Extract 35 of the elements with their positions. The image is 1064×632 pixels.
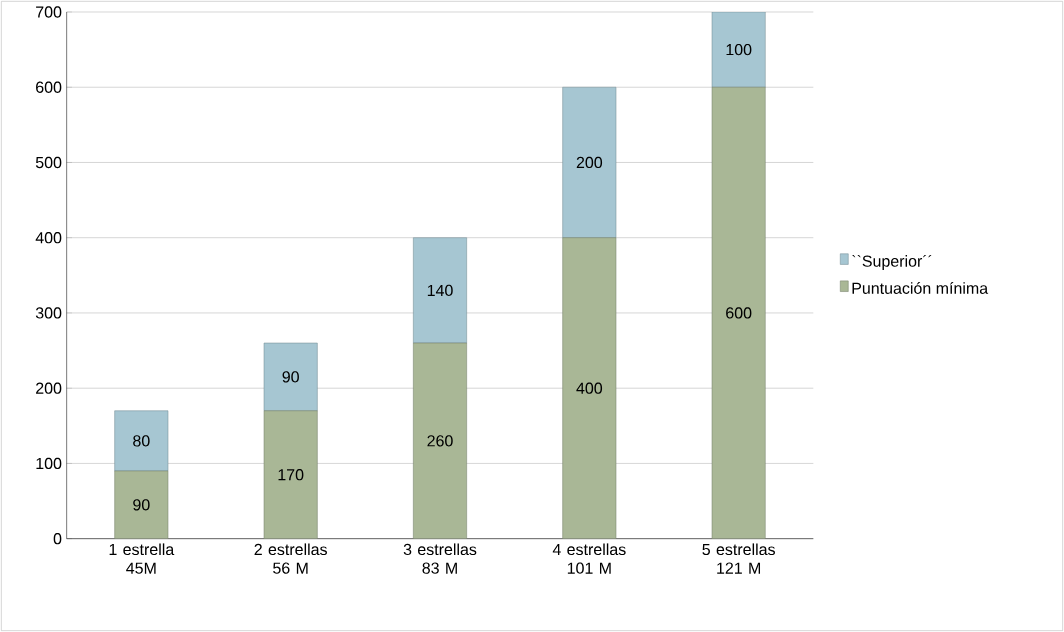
bar — [263, 342, 318, 412]
data-label: 80 — [133, 435, 150, 447]
bar — [562, 86, 617, 238]
data-label: 200 — [576, 156, 603, 169]
y-tick-label: 300 — [35, 307, 62, 319]
bar — [263, 410, 318, 539]
legend-label: Puntuación mínima — [852, 282, 989, 294]
bar — [711, 86, 766, 539]
y-tick-label: 400 — [35, 232, 62, 244]
legend-label: ``Superior´´ — [852, 254, 932, 270]
y-tick-label: 600 — [36, 81, 62, 93]
x-tick-label: 5 estrellas 121 M — [702, 543, 775, 574]
bar — [711, 12, 766, 88]
x-tick-label: 2 estrellas 56 M — [254, 543, 327, 574]
y-tick-label: 500 — [35, 156, 62, 169]
bar — [114, 410, 169, 472]
data-label: 400 — [576, 382, 603, 394]
x-tick-label: 4 estrellas 101 M — [552, 543, 626, 574]
x-tick-label: 3 estrellas 83 M — [403, 543, 477, 574]
data-label: 90 — [133, 499, 150, 511]
data-label: 600 — [726, 307, 752, 319]
y-tick-label: 200 — [36, 382, 62, 394]
data-label: 140 — [427, 284, 453, 297]
bar — [413, 237, 467, 344]
y-tick-label: 0 — [53, 533, 62, 545]
y-tick-label: 700 — [36, 6, 62, 18]
data-label: 90 — [282, 371, 299, 383]
y-tick-label: 100 — [36, 457, 62, 470]
data-label: 170 — [278, 469, 304, 481]
data-label: 260 — [427, 435, 453, 447]
bar — [114, 470, 169, 539]
bar — [562, 237, 617, 539]
x-tick-label: 1 estrella 45M — [109, 543, 175, 574]
data-label: 100 — [726, 43, 752, 56]
bar — [413, 342, 467, 539]
